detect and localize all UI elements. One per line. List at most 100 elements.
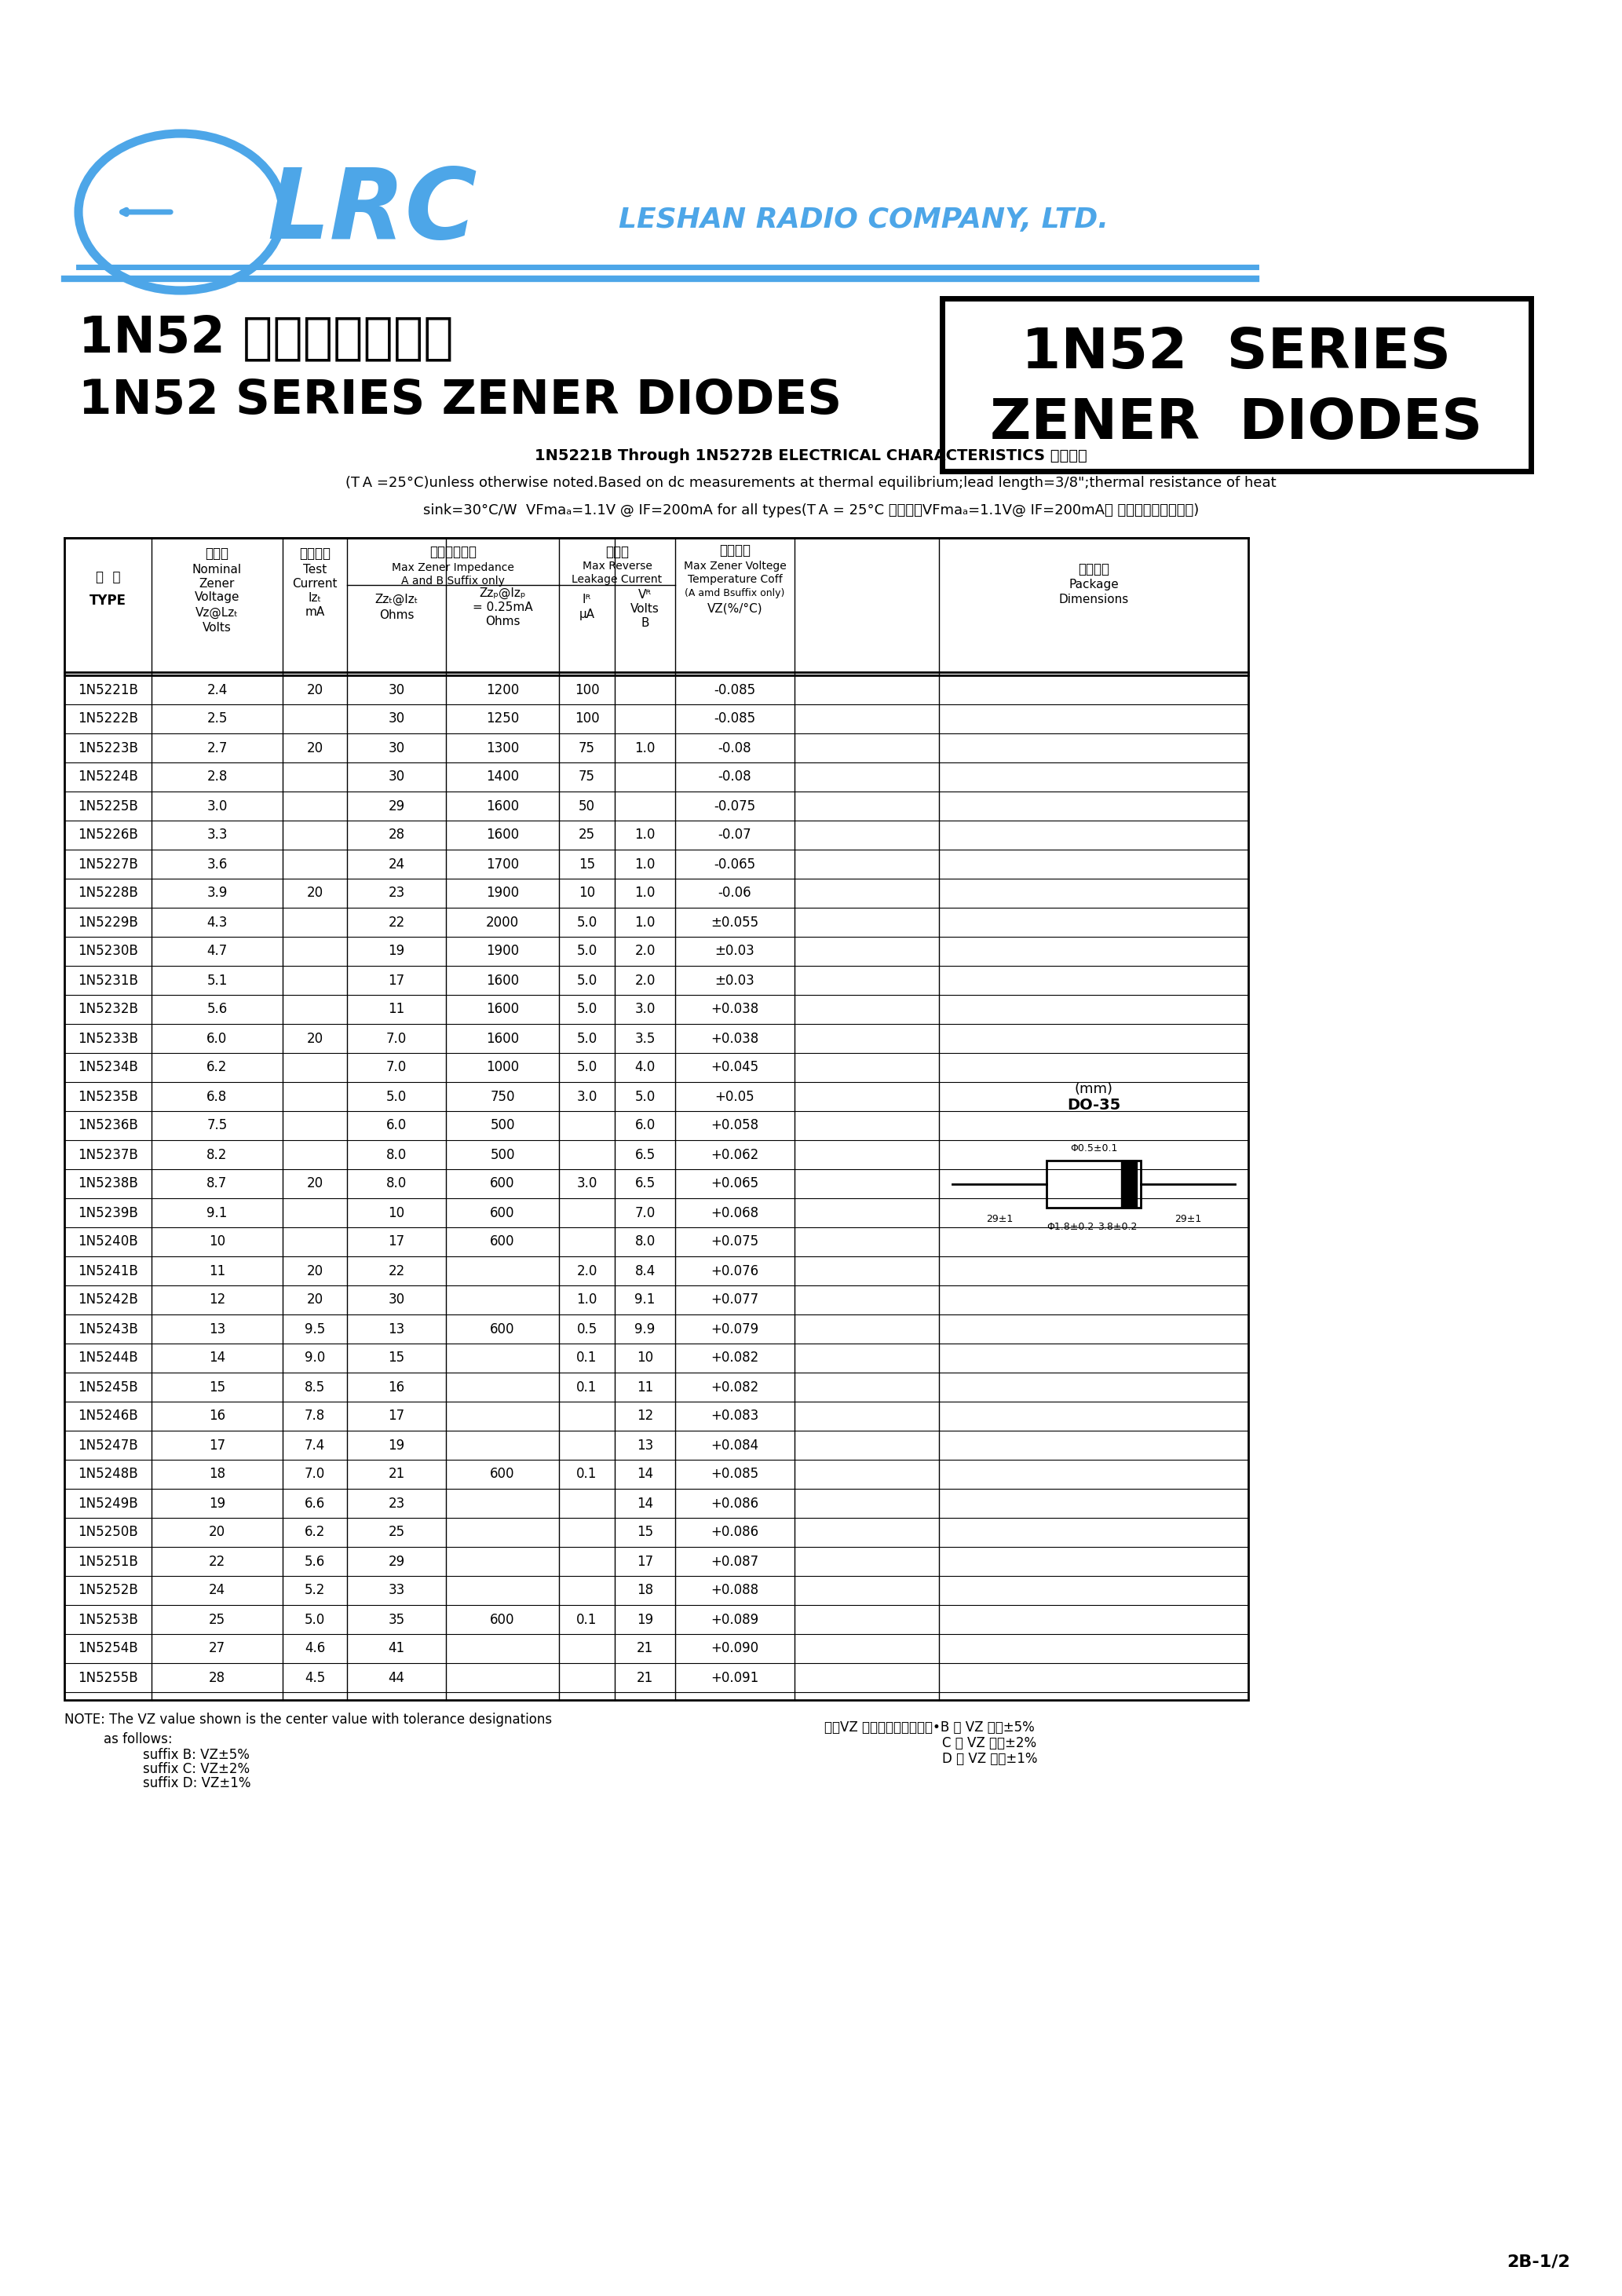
Text: 外型尺寸: 外型尺寸 [1079,563,1109,576]
Text: 1N5224B: 1N5224B [78,769,138,783]
Text: 1N5238B: 1N5238B [78,1176,138,1192]
Text: sink=30°C/W  VFmaₐ=1.1V @ IF=200mA for all types(T A = 25°C 所有型号VFmaₐ=1.1V@ IF=2: sink=30°C/W VFmaₐ=1.1V @ IF=200mA for al… [423,503,1199,517]
Text: 17: 17 [388,974,406,987]
Text: 15: 15 [637,1525,654,1538]
Text: 15: 15 [209,1380,225,1394]
Text: +0.090: +0.090 [710,1642,759,1655]
Text: 5.0: 5.0 [576,974,597,987]
Text: 漏电流: 漏电流 [605,544,629,560]
Text: 7.0: 7.0 [386,1061,407,1075]
Text: Leakage Current: Leakage Current [573,574,662,585]
Text: (A amd Bsuffix only): (A amd Bsuffix only) [684,588,785,597]
Text: 600: 600 [490,1322,514,1336]
Text: 5.0: 5.0 [576,944,597,957]
Text: 28: 28 [388,829,406,843]
Text: 1.0: 1.0 [634,856,655,870]
Text: 1600: 1600 [487,829,519,843]
Text: 1N5246B: 1N5246B [78,1410,138,1424]
Text: 1N5241B: 1N5241B [78,1263,138,1279]
Text: 1N5252B: 1N5252B [78,1584,138,1598]
Text: 1900: 1900 [487,944,519,957]
Text: 20: 20 [307,1263,323,1279]
Text: 2B-1/2: 2B-1/2 [1507,2255,1570,2268]
Text: 2.8: 2.8 [206,769,227,783]
Text: 3.6: 3.6 [206,856,227,870]
Text: 2.4: 2.4 [206,682,227,698]
Text: 1700: 1700 [487,856,519,870]
Text: 6.2: 6.2 [305,1525,324,1538]
Text: 15: 15 [388,1350,406,1366]
Text: 30: 30 [388,769,406,783]
Text: ZENER  DIODES: ZENER DIODES [991,397,1483,450]
Text: +0.088: +0.088 [710,1584,759,1598]
Text: 5.0: 5.0 [576,916,597,930]
Text: suffix C: VZ±2%: suffix C: VZ±2% [143,1761,250,1777]
Text: 24: 24 [209,1584,225,1598]
Text: 6.2: 6.2 [206,1061,227,1075]
Text: 8.0: 8.0 [386,1148,407,1162]
Bar [942,298,1531,471]
Text: +0.065: +0.065 [710,1176,759,1192]
Text: 4.6: 4.6 [305,1642,324,1655]
Text: 17: 17 [388,1235,406,1249]
Text: 20: 20 [307,1031,323,1045]
Text: 3.8±0.2: 3.8±0.2 [1098,1221,1137,1233]
Text: -0.075: -0.075 [714,799,756,813]
Text: 10: 10 [388,1205,406,1219]
Text: 1200: 1200 [487,682,519,698]
Text: Zᴢₜ@Iᴢₜ: Zᴢₜ@Iᴢₜ [375,592,418,606]
Text: Voltage: Voltage [195,592,240,604]
Text: Zᴢₚ@Iᴢₚ: Zᴢₚ@Iᴢₚ [478,588,526,599]
Text: 1N5223B: 1N5223B [78,742,138,755]
Text: 5.0: 5.0 [305,1612,324,1626]
Text: -0.085: -0.085 [714,682,756,698]
Text: 1N52 系列稳压二极管: 1N52 系列稳压二极管 [78,312,454,363]
Text: +0.038: +0.038 [710,1003,759,1017]
Text: 1N5249B: 1N5249B [78,1497,138,1511]
Text: 温度系数: 温度系数 [719,544,751,558]
Text: Volts: Volts [631,602,660,615]
Text: suffix D: VZ±1%: suffix D: VZ±1% [143,1777,251,1791]
Text: VZ(%/°C): VZ(%/°C) [707,602,762,615]
Text: ±0.055: ±0.055 [710,916,759,930]
Text: ±0.03: ±0.03 [715,944,754,957]
Text: -0.065: -0.065 [714,856,756,870]
Text: 22: 22 [388,1263,406,1279]
Text: 1N52  SERIES: 1N52 SERIES [1022,326,1452,381]
Text: 4.3: 4.3 [206,916,227,930]
Text: 11: 11 [388,1003,406,1017]
Text: +0.076: +0.076 [710,1263,759,1279]
Text: 8.4: 8.4 [634,1263,655,1279]
Text: Max Zener Impedance: Max Zener Impedance [393,563,514,574]
Text: 4.0: 4.0 [634,1061,655,1075]
Text: 稳压值: 稳压值 [206,546,229,560]
Text: 1N5237B: 1N5237B [78,1148,138,1162]
Text: 14: 14 [637,1467,654,1481]
Text: +0.068: +0.068 [710,1205,759,1219]
Text: 1N5222B: 1N5222B [78,712,138,726]
Text: +0.082: +0.082 [710,1380,759,1394]
Text: 2.0: 2.0 [576,1263,597,1279]
Text: 18: 18 [637,1584,654,1598]
Text: 5.6: 5.6 [206,1003,227,1017]
Text: +0.045: +0.045 [710,1061,759,1075]
Text: 35: 35 [388,1612,406,1626]
Text: 1N5251B: 1N5251B [78,1554,138,1568]
Text: -0.08: -0.08 [719,742,751,755]
Text: 600: 600 [490,1205,514,1219]
Text: 1N5227B: 1N5227B [78,856,138,870]
Text: 2.7: 2.7 [206,742,227,755]
Text: mA: mA [305,606,324,618]
Text: A and B Suffix only: A and B Suffix only [401,576,504,585]
Text: 14: 14 [209,1350,225,1366]
Text: 6.8: 6.8 [206,1091,227,1104]
Text: 30: 30 [388,742,406,755]
Text: 50: 50 [579,799,595,813]
Text: 9.1: 9.1 [634,1293,655,1306]
Text: 750: 750 [490,1091,514,1104]
Text: 5.1: 5.1 [206,974,227,987]
Text: NOTE: The VZ value shown is the center value with tolerance designations: NOTE: The VZ value shown is the center v… [65,1713,551,1727]
Text: 25: 25 [209,1612,225,1626]
Text: 28: 28 [209,1671,225,1685]
Text: +0.091: +0.091 [710,1671,759,1685]
